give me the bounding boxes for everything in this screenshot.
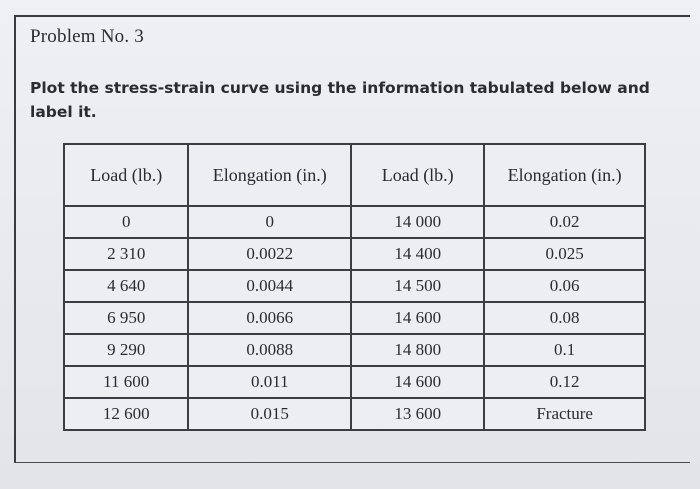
table-cell: 14 600: [350, 301, 486, 335]
header-load-2: Load (lb.): [350, 143, 486, 207]
header-elongation-2: Elongation (in.): [483, 143, 646, 207]
header-load-1: Load (lb.): [62, 143, 190, 207]
table-row: 11 600 0.011 14 600 0.12: [62, 365, 646, 399]
table-cell: 11 600: [62, 365, 190, 399]
table-cell: 4 640: [62, 269, 190, 303]
table-cell: Fracture: [483, 397, 646, 431]
table-cell: 0.08: [483, 301, 646, 335]
table-cell: 0: [62, 205, 190, 239]
table-cell: 0.12: [483, 365, 646, 399]
table-cell: 14 600: [350, 365, 486, 399]
table-row: 0 0 14 000 0.02: [62, 205, 646, 239]
table-cell: 0.06: [483, 269, 646, 303]
table-cell: 13 600: [350, 397, 486, 431]
table-header-row: Load (lb.) Elongation (in.) Load (lb.) E…: [62, 143, 646, 207]
table-cell: 0.0022: [187, 237, 353, 271]
table-cell: 2 310: [62, 237, 190, 271]
table-cell: 0.025: [483, 237, 646, 271]
problem-instruction: Plot the stress-strain curve using the i…: [30, 79, 650, 121]
table-cell: 0: [187, 205, 353, 239]
table-cell: 0.011: [187, 365, 353, 399]
table-cell: 0.015: [187, 397, 353, 431]
table-row: 2 310 0.0022 14 400 0.025: [62, 237, 646, 271]
table-cell: 0.02: [483, 205, 646, 239]
table-cell: 0.0088: [187, 333, 353, 367]
problem-title: Problem No. 3: [30, 26, 144, 47]
table-cell: 14 000: [350, 205, 486, 239]
table-cell: 0.1: [483, 333, 646, 367]
header-elongation-1: Elongation (in.): [187, 143, 353, 207]
table-cell: 0.0044: [187, 269, 353, 303]
table-cell: 0.0066: [187, 301, 353, 335]
table-cell: 6 950: [62, 301, 190, 335]
table-row: 4 640 0.0044 14 500 0.06: [62, 269, 646, 303]
problem-frame: [14, 15, 690, 463]
table-cell: 14 500: [350, 269, 486, 303]
table-row: 6 950 0.0066 14 600 0.08: [62, 301, 646, 335]
load-elongation-table: Load (lb.) Elongation (in.) Load (lb.) E…: [62, 143, 646, 431]
table-row: 9 290 0.0088 14 800 0.1: [62, 333, 646, 367]
table-cell: 14 400: [350, 237, 486, 271]
table-row: 12 600 0.015 13 600 Fracture: [62, 397, 646, 431]
table-cell: 9 290: [62, 333, 190, 367]
table-cell: 12 600: [62, 397, 190, 431]
table-cell: 14 800: [350, 333, 486, 367]
